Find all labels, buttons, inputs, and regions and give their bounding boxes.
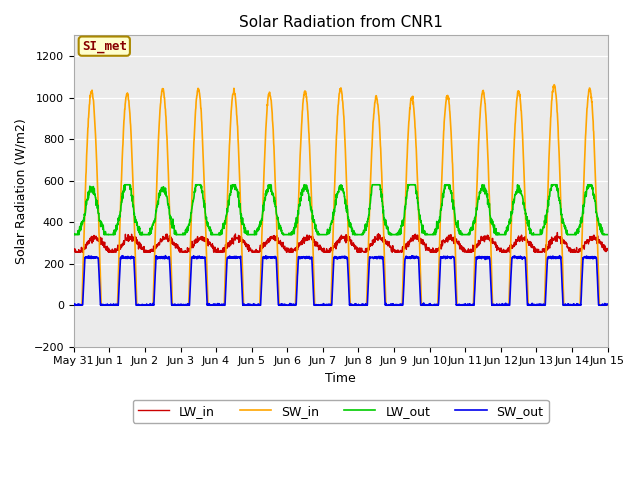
LW_in bbox=[70, 247, 77, 253]
SW_out bbox=[368, 254, 376, 260]
LW_in bbox=[72, 250, 79, 255]
LW_out bbox=[356, 232, 364, 238]
LW_in bbox=[572, 248, 579, 254]
LW_out bbox=[556, 200, 564, 206]
Y-axis label: Solar Radiation (W/m2): Solar Radiation (W/m2) bbox=[15, 118, 28, 264]
Title: Solar Radiation from CNR1: Solar Radiation from CNR1 bbox=[239, 15, 443, 30]
SW_in bbox=[556, 185, 564, 191]
Text: SI_met: SI_met bbox=[82, 40, 127, 53]
SW_out bbox=[604, 301, 611, 307]
LW_out bbox=[70, 232, 77, 238]
SW_out bbox=[70, 302, 78, 308]
Line: SW_out: SW_out bbox=[74, 256, 607, 305]
SW_out bbox=[70, 301, 77, 307]
LW_out bbox=[368, 190, 376, 195]
SW_in bbox=[604, 302, 611, 308]
LW_out bbox=[219, 224, 227, 229]
LW_out bbox=[604, 232, 611, 238]
LW_in bbox=[604, 247, 611, 252]
SW_in bbox=[367, 159, 375, 165]
Line: LW_out: LW_out bbox=[74, 185, 607, 235]
LW_in bbox=[554, 229, 561, 235]
SW_in bbox=[550, 82, 558, 87]
LW_out bbox=[572, 232, 579, 238]
SW_in bbox=[495, 302, 503, 308]
SW_out bbox=[162, 253, 170, 259]
SW_in bbox=[356, 302, 364, 308]
LW_in bbox=[368, 241, 376, 247]
LW_out bbox=[122, 182, 129, 188]
LW_out bbox=[496, 232, 504, 238]
Line: SW_in: SW_in bbox=[74, 84, 607, 305]
SW_in bbox=[572, 302, 579, 308]
SW_out bbox=[557, 253, 564, 259]
SW_in bbox=[219, 302, 227, 308]
LW_in bbox=[496, 246, 504, 252]
SW_in bbox=[70, 302, 77, 308]
SW_out bbox=[496, 302, 504, 308]
Line: LW_in: LW_in bbox=[74, 232, 607, 252]
Legend: LW_in, SW_in, LW_out, SW_out: LW_in, SW_in, LW_out, SW_out bbox=[132, 400, 548, 423]
SW_out bbox=[219, 301, 227, 307]
X-axis label: Time: Time bbox=[325, 372, 356, 385]
LW_in bbox=[557, 235, 564, 240]
SW_out bbox=[356, 302, 364, 308]
SW_out bbox=[572, 302, 579, 308]
LW_in bbox=[356, 247, 364, 253]
LW_in bbox=[219, 246, 227, 252]
